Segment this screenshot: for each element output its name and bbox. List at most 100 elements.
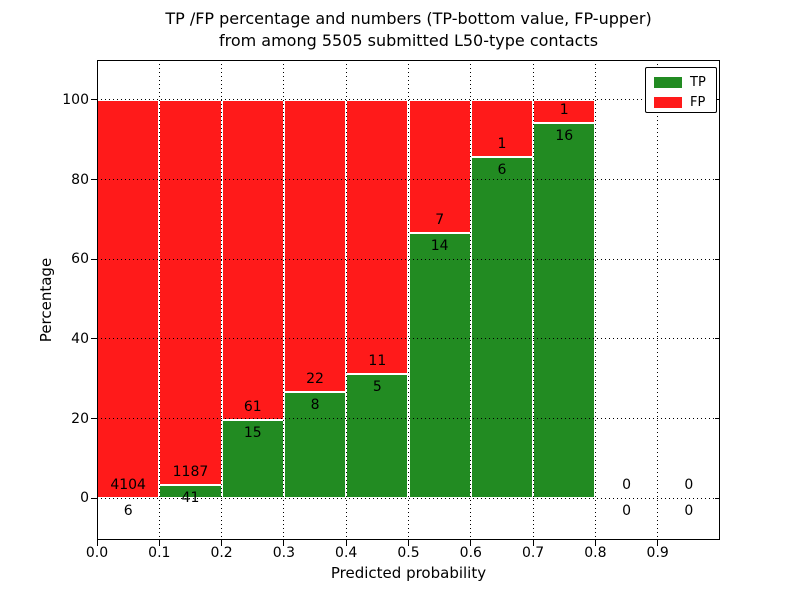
fp-count-label: 0 <box>684 477 694 494</box>
x-tick <box>657 540 659 546</box>
legend-label-fp: FP <box>690 94 706 110</box>
fp-count-label: 61 <box>243 398 262 415</box>
y-tick-label: 100 <box>62 91 89 108</box>
fp-count-label: 1187 <box>172 463 209 480</box>
x-tick-label: 0.4 <box>335 545 358 561</box>
x-tick-label: 0.5 <box>397 545 420 561</box>
tp-count-label: 8 <box>310 396 320 413</box>
h-gridline <box>97 258 720 260</box>
y-tick <box>91 258 97 260</box>
v-gridline <box>532 60 534 540</box>
y-tick <box>91 338 97 340</box>
y-tick-right <box>715 418 720 419</box>
x-tick <box>408 540 409 546</box>
v-gridline <box>470 60 472 540</box>
tp-count-label: 0 <box>622 503 631 520</box>
fp-bar-segment <box>221 99 284 420</box>
tp-count-label: 6 <box>123 502 133 519</box>
h-gridline <box>97 418 720 419</box>
y-tick <box>91 99 97 101</box>
fp-count-label: 1 <box>497 135 507 152</box>
y-tick-right <box>715 258 720 260</box>
y-tick-right <box>715 338 720 340</box>
x-tick <box>96 540 98 546</box>
h-gridline <box>97 179 720 180</box>
chart-title-line2: from among 5505 submitted L50-type conta… <box>218 31 599 50</box>
fp-bar-segment <box>159 99 222 485</box>
y-tick-label: 0 <box>80 490 89 507</box>
tp-count-label: 16 <box>555 128 574 145</box>
tp-bar-segment <box>221 419 284 499</box>
v-gridline <box>408 60 409 540</box>
y-tick-right <box>715 99 720 101</box>
tp-bar-segment <box>408 232 471 499</box>
chart-title: TP /FP percentage and numbers (TP-bottom… <box>97 8 720 52</box>
fp-count-label: 22 <box>306 370 324 387</box>
fp-bar-segment <box>283 99 347 392</box>
tp-count-label: 15 <box>243 424 262 441</box>
y-tick <box>91 179 97 180</box>
y-tick-label: 60 <box>71 251 89 268</box>
tp-bar-segment <box>470 156 534 499</box>
x-tick <box>594 540 596 546</box>
plot-area: TP FP 0.0 0.1 0.2 0.3 0.4 0.5 0.6 0.7 0.8 0.9 0 20 40… <box>62 60 720 561</box>
x-tick <box>345 540 347 546</box>
x-tick <box>532 540 534 546</box>
legend: TP FP <box>645 67 717 113</box>
y-tick <box>91 497 97 499</box>
fp-count-label: 4104 <box>110 476 146 493</box>
legend-label-tp: TP <box>690 74 706 90</box>
x-tick <box>221 540 223 546</box>
v-gridline <box>594 60 596 540</box>
tp-bar-segment <box>283 391 347 499</box>
v-gridline <box>657 60 659 540</box>
fp-bar-segment <box>470 99 534 157</box>
v-gridline <box>221 60 223 540</box>
v-gridline <box>158 60 160 540</box>
legend-entry-fp: FP <box>654 93 710 111</box>
x-tick-label: 0.8 <box>584 545 607 561</box>
x-tick-label: 0.2 <box>210 545 233 561</box>
legend-swatch-fp <box>654 96 682 108</box>
x-tick-label: 0.3 <box>272 545 296 561</box>
y-tick-right <box>715 497 720 499</box>
fp-count-label: 1 <box>559 102 569 119</box>
v-gridline <box>345 60 347 540</box>
v-gridline <box>283 60 285 540</box>
y-tick-label: 80 <box>71 171 89 188</box>
fp-count-label: 0 <box>622 477 631 494</box>
x-tick <box>470 540 472 546</box>
tp-bar-segment <box>159 484 222 499</box>
tp-count-label: 6 <box>497 161 507 178</box>
x-tick-label: 0.0 <box>85 545 109 561</box>
tp-count-label: 5 <box>372 378 382 395</box>
x-tick <box>283 540 285 546</box>
x-tick <box>158 540 160 546</box>
fp-bar-segment <box>533 99 596 124</box>
h-gridline <box>97 338 720 340</box>
y-tick-label: 20 <box>71 410 89 427</box>
tp-bar-segment <box>533 123 596 499</box>
h-gridline <box>97 99 720 101</box>
x-tick-label: 0.7 <box>521 545 545 561</box>
y-tick-label: 40 <box>71 330 89 347</box>
fp-bar-segment <box>408 99 471 233</box>
chart-title-line1: TP /FP percentage and numbers (TP-bottom… <box>165 9 652 28</box>
fp-bar-segment <box>346 99 409 374</box>
tp-count-label: 14 <box>430 237 449 254</box>
legend-swatch-tp <box>654 76 682 88</box>
h-gridline <box>97 497 720 499</box>
y-tick <box>91 418 97 419</box>
x-tick-label: 0.1 <box>148 545 171 561</box>
tp-count-label: 0 <box>684 503 694 520</box>
tp-count-label: 41 <box>181 489 200 506</box>
x-tick-label: 0.6 <box>459 545 482 561</box>
tp-bar-segment <box>346 373 409 499</box>
fp-count-label: 11 <box>368 352 387 369</box>
x-axis-label: Predicted probability <box>330 564 487 582</box>
x-tick-label: 0.9 <box>646 545 669 561</box>
fp-bar-segment <box>97 99 160 499</box>
y-tick-right <box>715 179 720 180</box>
fp-count-label: 7 <box>435 211 445 228</box>
